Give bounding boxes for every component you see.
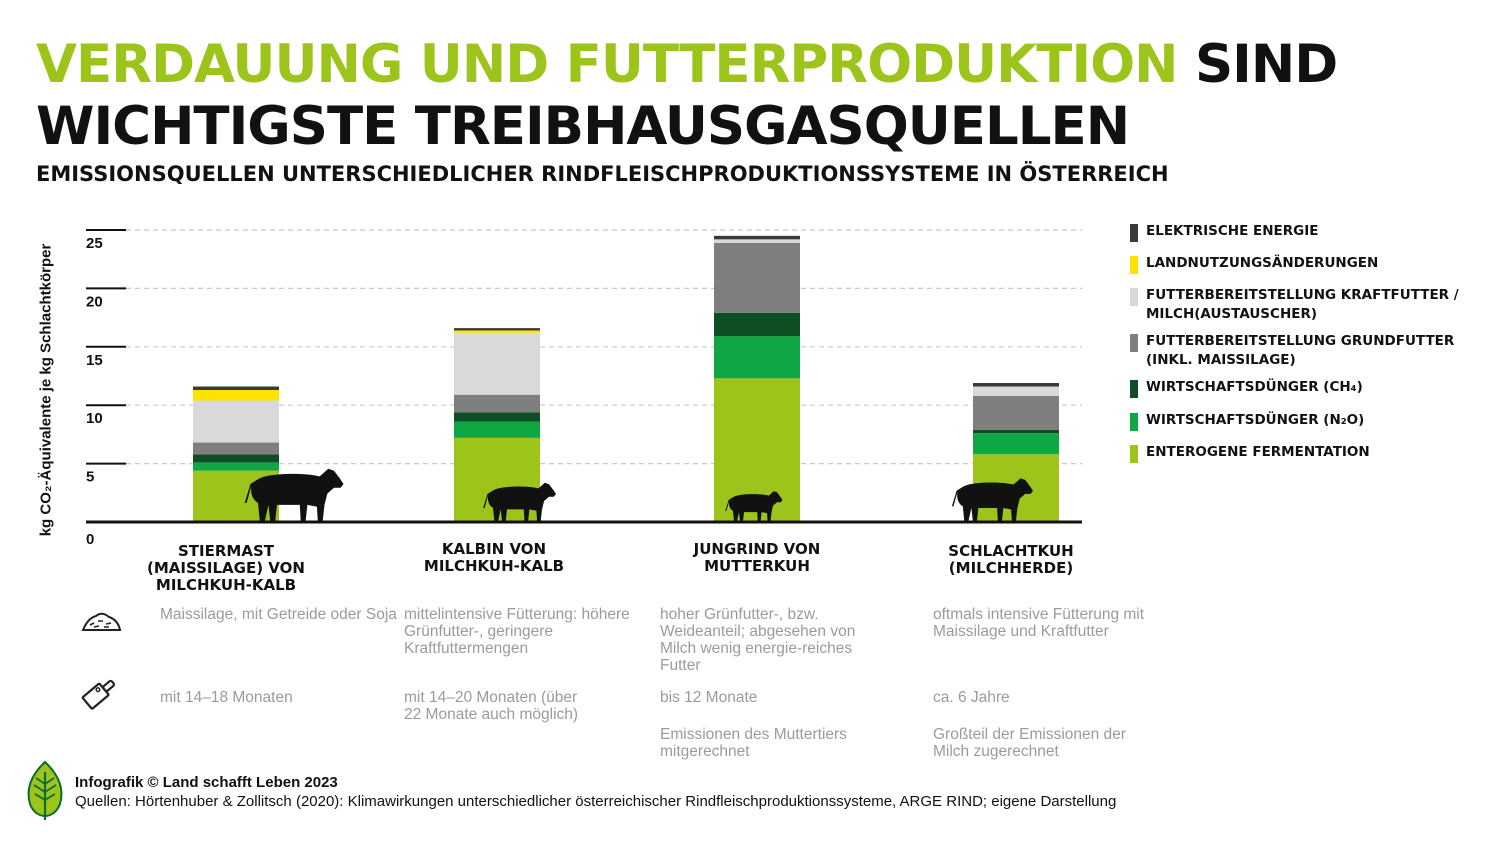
slaughter-info-4: ca. 6 Jahre xyxy=(933,689,1010,706)
bar-segment xyxy=(714,312,800,337)
note-schlachtkuh: Großteil der Emissionen der Milch zugere… xyxy=(933,726,1126,760)
y-tick-label: 5 xyxy=(86,469,94,486)
bar-segment xyxy=(454,412,540,422)
legend-swatch xyxy=(1130,445,1138,463)
bar-segment xyxy=(193,386,279,391)
bar-segment xyxy=(973,429,1059,434)
category-label-schlachtkuh: SCHLACHTKUH (MILCHHERDE) xyxy=(948,542,1074,577)
legend-swatch xyxy=(1130,413,1138,431)
bar-segment xyxy=(193,390,279,401)
legend-label: FUTTERBEREITSTELLUNG KRAFTFUTTER / MILCH… xyxy=(1146,287,1459,322)
legend-label: FUTTERBEREITSTELLUNG GRUNDFUTTER (INKL. … xyxy=(1146,333,1455,368)
cleaver-icon xyxy=(81,679,115,710)
cow-body xyxy=(951,478,1033,522)
legend-label: WIRTSCHAFTSDÜNGER (N₂O) xyxy=(1146,412,1365,428)
bar-segment xyxy=(973,395,1059,430)
slaughter-info-3: bis 12 Monate xyxy=(660,689,758,706)
bar-segment xyxy=(193,462,279,471)
y-tick-label: 25 xyxy=(86,235,103,252)
cow-body xyxy=(725,491,783,522)
bar-segment xyxy=(714,235,800,240)
bar-segment xyxy=(973,386,1059,396)
bull-silhouette-icon xyxy=(244,468,344,522)
calf-silhouette-icon xyxy=(725,491,783,522)
bar-segment xyxy=(454,332,540,395)
cow-silhouette-icon xyxy=(951,478,1033,522)
title-line2: WICHTIGSTE TREIBHAUSGASQUELLEN xyxy=(36,96,1130,157)
slaughter-info-2: mit 14–20 Monaten (über 22 Monate auch m… xyxy=(404,689,579,723)
page-title: VERDAUUNG UND FUTTERPRODUKTION SIND WICH… xyxy=(36,34,1456,158)
category-label-kalbin: KALBIN VON MILCHKUH-KALB xyxy=(423,540,565,575)
cow-body xyxy=(244,468,344,522)
y-tick-label: 0 xyxy=(86,531,94,548)
subtitle: EMISSIONSQUELLEN UNTERSCHIEDLICHER RINDF… xyxy=(36,162,1169,186)
y-tick-label: 15 xyxy=(86,352,103,369)
heifer-silhouette-icon xyxy=(483,482,556,522)
title-highlight: VERDAUUNG UND FUTTERPRODUKTION xyxy=(36,34,1179,95)
cow-body xyxy=(483,482,556,522)
bar-segment xyxy=(714,336,800,379)
bar-segment xyxy=(193,400,279,443)
land-schafft-leben-logo-icon xyxy=(27,760,63,820)
legend-swatch xyxy=(1130,224,1138,242)
bar-segment xyxy=(714,239,800,243)
legend-swatch xyxy=(1130,380,1138,398)
y-tick-label: 10 xyxy=(86,410,103,427)
bar-segment xyxy=(973,383,1059,387)
legend-label: WIRTSCHAFTSDÜNGER (CH₄) xyxy=(1146,379,1363,395)
note-jungrind: Emissionen des Muttertiers mitgerechnet xyxy=(660,726,847,760)
bar-segment xyxy=(454,394,540,413)
feeding-info-2: mittelintensive Fütterung: höhere Grünfu… xyxy=(404,606,630,657)
bar-segment xyxy=(454,328,540,331)
footer-sources: Quellen: Hörtenhuber & Zollitsch (2020):… xyxy=(75,793,1117,810)
feeding-info-4: oftmals intensive Fütterung mit Maissila… xyxy=(933,606,1145,640)
legend-label: LANDNUTZUNGSÄNDERUNGEN xyxy=(1146,255,1379,271)
bar-segment xyxy=(454,421,540,438)
category-label-jungrind: JUNGRIND VON MUTTERKUH xyxy=(693,540,821,575)
legend-swatch xyxy=(1130,288,1138,306)
footer-credit: Infografik © Land schafft Leben 2023 xyxy=(75,774,338,791)
y-tick-label: 20 xyxy=(86,293,103,310)
bar-segment xyxy=(193,442,279,455)
legend-label: ELEKTRISCHE ENERGIE xyxy=(1146,223,1319,239)
feeding-info-1: Maissilage, mit Getreide oder Soja xyxy=(160,606,397,623)
legend-label: ENTEROGENE FERMENTATION xyxy=(1146,444,1370,460)
bar-segment xyxy=(454,330,540,333)
category-label-stiermast: STIERMAST (MAISSILAGE) VON MILCHKUH-KALB xyxy=(147,542,305,594)
legend-swatch xyxy=(1130,256,1138,274)
bar-segment xyxy=(973,433,1059,455)
feeding-info-3: hoher Grünfutter-, bzw. Weideanteil; abg… xyxy=(660,606,856,674)
feed-pile-icon xyxy=(81,612,122,631)
slaughter-info-1: mit 14–18 Monaten xyxy=(160,689,293,706)
title-rest: SIND xyxy=(1194,34,1338,95)
bar-segment xyxy=(714,242,800,313)
bar-segment xyxy=(193,454,279,463)
legend-swatch xyxy=(1130,334,1138,352)
